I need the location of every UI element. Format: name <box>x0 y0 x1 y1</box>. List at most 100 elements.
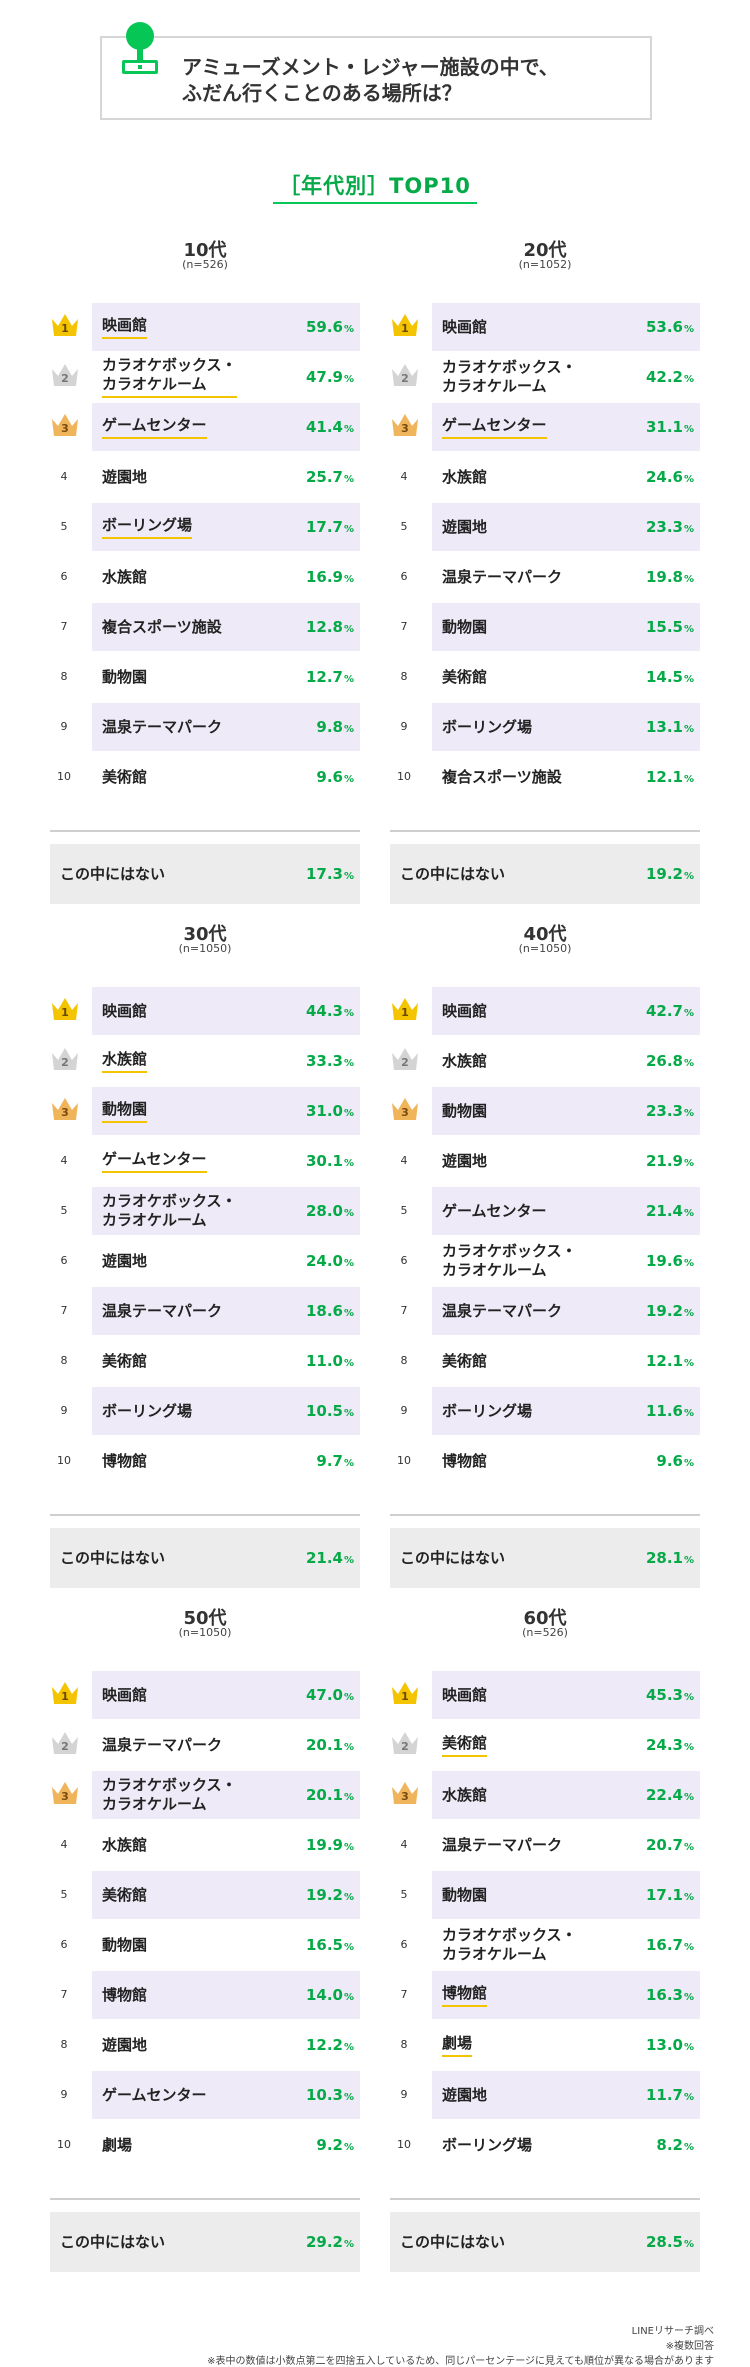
facility-label-line: 映画館 <box>102 316 148 339</box>
crown-icon: 3 <box>390 411 420 439</box>
percent-value: 31.0% <box>305 1102 354 1120</box>
percent-sign: % <box>343 724 354 735</box>
facility-label: 遊園地 <box>102 1236 147 1286</box>
rank-number: 9 <box>400 2088 408 2101</box>
crown-icon: 1 <box>390 995 420 1023</box>
ranking-row: 1 映画館 59.6% <box>50 302 360 352</box>
row-background <box>432 703 700 751</box>
facility-label: 動物園 <box>442 1870 487 1920</box>
crown-icon: 3 <box>50 1095 80 1123</box>
row-background <box>432 1087 700 1135</box>
joystick-icon <box>122 22 158 84</box>
facility-label: 美術館 <box>442 652 487 702</box>
rank-number: 7 <box>400 1304 408 1317</box>
crown-icon: 1 <box>390 1679 420 1707</box>
percent-sign: % <box>683 774 694 785</box>
ranking-row: 2 カラオケボックス・ カラオケルーム 47.9% <box>50 352 360 402</box>
percent-value: 19.2% <box>305 1886 354 1904</box>
percent-value: 20.1% <box>305 1736 354 1754</box>
facility-label-line: カラオケルーム <box>442 1945 547 1963</box>
facility-label: ゲームセンター <box>102 402 207 452</box>
crown-rank-number: 2 <box>61 1740 69 1753</box>
crown-icon: 2 <box>50 1729 80 1757</box>
facility-label-line: 遊園地 <box>102 467 148 486</box>
facility-label: 映画館 <box>442 302 487 352</box>
rank-number: 6 <box>60 570 68 583</box>
percent-sign: % <box>683 1158 694 1169</box>
facility-label-line: ボーリング場 <box>442 717 533 736</box>
facility-label-line: ゲームセンター <box>442 1201 547 1220</box>
facility-label: 水族館 <box>102 1036 148 1086</box>
ranking-row: 3 ゲームセンター 31.1% <box>390 402 700 452</box>
percent-sign: % <box>343 324 354 335</box>
ranking-row: 6 水族館 16.9% <box>50 552 360 602</box>
rank-number: 7 <box>400 620 408 633</box>
ranking-row: 4 水族館 24.6% <box>390 452 700 502</box>
rank-number: 6 <box>400 1938 408 1951</box>
percent-value: 20.1% <box>305 1786 354 1804</box>
facility-label: ゲームセンター <box>102 1136 207 1186</box>
crown-rank-number: 1 <box>61 1006 69 1019</box>
divider <box>390 1514 700 1516</box>
ranking-row: 10 博物館 9.6% <box>390 1436 700 1486</box>
facility-label-line: 博物館 <box>442 1984 488 2007</box>
ranking-row: 9 ボーリング場 10.5% <box>50 1386 360 1436</box>
facility-label-line: 遊園地 <box>442 1151 488 1170</box>
facility-label: 動物園 <box>442 602 487 652</box>
percent-sign: % <box>343 1058 354 1069</box>
facility-label-line: 温泉テーマパーク <box>442 567 563 586</box>
facility-label-line: 劇場 <box>102 2135 133 2154</box>
rank-number: 8 <box>60 2038 68 2051</box>
percent-value: 9.7% <box>316 1452 354 1470</box>
percent-sign: % <box>683 1358 694 1369</box>
row-background <box>92 987 360 1035</box>
ranking-row: 2 水族館 33.3% <box>50 1036 360 1086</box>
age-panel: 40代 (n=1050) 1 映画館 42.7% 2 水族館 26.8% 3 動物園 23.3% 4 遊… <box>390 920 700 1588</box>
crown-rank-number: 2 <box>401 1056 409 1069</box>
section-title: ［年代別］TOP10 <box>0 170 750 204</box>
percent-value: 25.7% <box>305 468 354 486</box>
row-background <box>432 1771 700 1819</box>
row-background <box>92 303 360 351</box>
percent-value: 10.5% <box>305 1402 354 1420</box>
facility-label-line: カラオケルーム <box>102 375 237 398</box>
facility-label-line: 映画館 <box>442 1685 488 1704</box>
rank-number: 6 <box>400 570 408 583</box>
ranking-row: 5 ボーリング場 17.7% <box>50 502 360 552</box>
percent-value: 19.2% <box>645 1302 694 1320</box>
crown-icon: 1 <box>390 311 420 339</box>
facility-label: 映画館 <box>102 986 147 1036</box>
percent-sign: % <box>343 1158 354 1169</box>
facility-label: 水族館 <box>102 552 147 602</box>
facility-label-line: 水族館 <box>102 1050 148 1073</box>
facility-label: 温泉テーマパーク <box>102 702 222 752</box>
crown-icon: 2 <box>50 1045 80 1073</box>
facility-label-line: 動物園 <box>102 1100 148 1123</box>
percent-value: 12.7% <box>305 668 354 686</box>
none-of-above-percent: 19.2% <box>645 865 694 883</box>
percent-value: 17.7% <box>305 518 354 536</box>
facility-label-line: 動物園 <box>442 1101 488 1120</box>
facility-label: ボーリング場 <box>102 502 193 552</box>
percent-value: 18.6% <box>305 1302 354 1320</box>
facility-label: 水族館 <box>442 1036 487 1086</box>
facility-label: 温泉テーマパーク <box>442 1820 562 1870</box>
rank-number: 5 <box>400 1888 408 1901</box>
ranking-row: 6 温泉テーマパーク 19.8% <box>390 552 700 602</box>
divider <box>50 2198 360 2200</box>
ranking-row: 5 ゲームセンター 21.4% <box>390 1186 700 1236</box>
rank-number: 8 <box>400 2038 408 2051</box>
ranking-row: 1 映画館 47.0% <box>50 1670 360 1720</box>
percent-value: 22.4% <box>645 1786 694 1804</box>
percent-value: 19.9% <box>305 1836 354 1854</box>
percent-sign: % <box>683 1258 694 1269</box>
age-title: 20代 <box>523 240 567 261</box>
percent-value: 12.1% <box>645 1352 694 1370</box>
facility-label: 映画館 <box>442 986 487 1036</box>
row-background <box>432 987 700 1035</box>
rank-number: 10 <box>397 1454 411 1467</box>
percent-sign: % <box>343 1742 354 1753</box>
percent-value: 21.9% <box>645 1152 694 1170</box>
percent-value: 42.7% <box>645 1002 694 1020</box>
sample-size: (n=1052) <box>518 258 572 271</box>
